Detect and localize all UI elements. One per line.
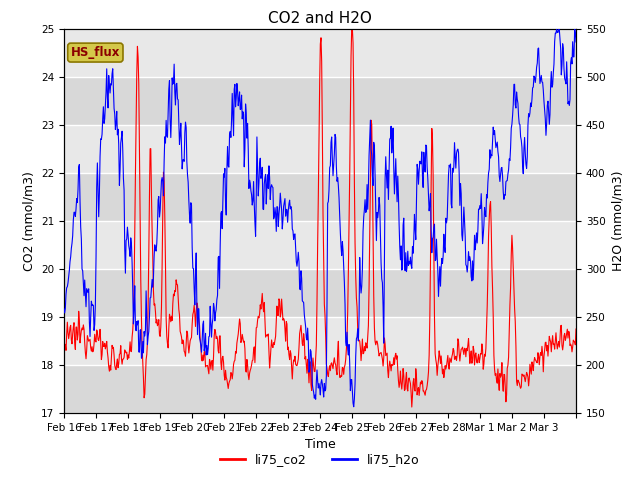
X-axis label: Time: Time	[305, 438, 335, 451]
Bar	[64, 77, 576, 125]
Text: HS_flux: HS_flux	[70, 46, 120, 59]
Bar	[64, 269, 576, 317]
Y-axis label: CO2 (mmol/m3): CO2 (mmol/m3)	[22, 171, 35, 271]
Bar	[64, 125, 576, 173]
Bar	[64, 173, 576, 221]
Y-axis label: H2O (mmol/m3): H2O (mmol/m3)	[611, 170, 624, 271]
Bar	[64, 317, 576, 365]
Bar	[64, 221, 576, 269]
Bar	[64, 365, 576, 413]
Legend: li75_co2, li75_h2o: li75_co2, li75_h2o	[215, 448, 425, 471]
Bar	[64, 29, 576, 77]
Title: CO2 and H2O: CO2 and H2O	[268, 11, 372, 26]
